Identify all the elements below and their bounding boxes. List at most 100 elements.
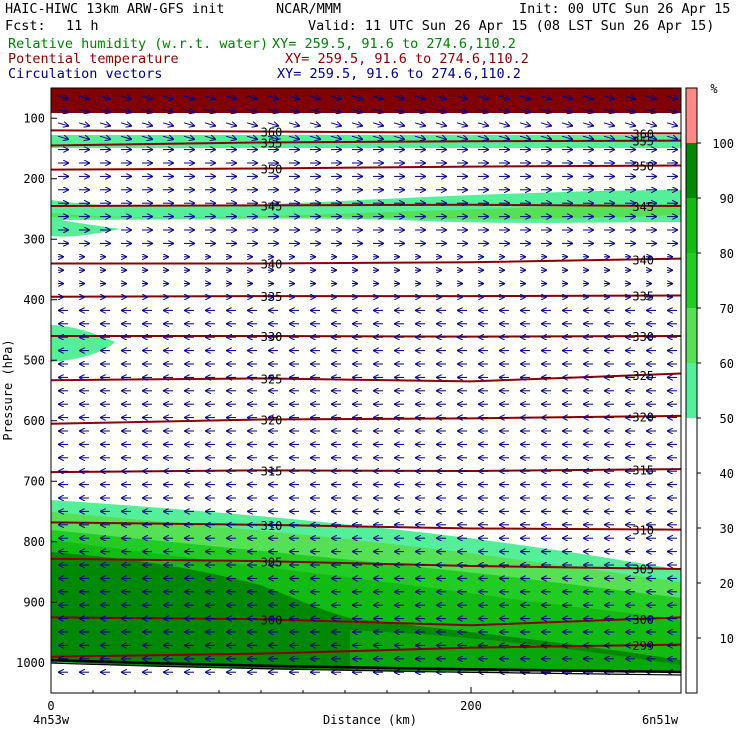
colorbar-bin [686,88,697,143]
y-tick-label: 200 [23,172,45,186]
circulation-vector [624,136,635,139]
theta-contour-330 [51,335,681,338]
circulation-vector [204,96,215,99]
colorbar-tick-label: 90 [720,192,734,206]
colorbar-tick-label: 60 [720,357,734,371]
contour-label-300: 300 [261,613,283,627]
circulation-vector [267,109,278,112]
colorbar-bin [686,253,697,308]
circulation-vector [540,109,551,112]
forecast-hour: 11 h [66,18,99,34]
circulation-vector [288,136,299,139]
colorbar-bin [686,143,697,198]
theta-contour-355 [51,139,681,147]
plot-frame [50,87,682,694]
circulation-vector [645,96,656,99]
circulation-vector [414,123,425,126]
y-tick-label: 300 [23,232,45,246]
circulation-vector [435,136,446,139]
circulation-vector [351,96,362,99]
circulation-vector [351,136,362,139]
terrain-line [51,658,681,674]
circulation-vector [414,96,425,99]
contour-label-320: 320 [632,410,654,424]
circulation-vector [393,109,404,112]
circulation-vector [267,96,278,99]
contour-label-325: 325 [261,373,283,387]
circulation-vector [246,123,257,126]
theta-contour-340 [51,257,681,265]
contour-label-355: 355 [632,135,654,149]
theta-contour-335 [51,294,681,298]
circulation-vector [246,136,257,139]
circulation-vector [666,123,677,126]
axes: 100 200 300 400 500 600 700 800 900 1000 0 200 [16,111,682,713]
contour-label-310: 310 [261,519,283,533]
circulation-vector [288,96,299,99]
circulation-vector [204,109,215,112]
circulation-vector [582,96,593,99]
circulation-vector [624,109,635,112]
circulation-vector [393,96,404,99]
contour-label-340: 340 [261,257,283,271]
circulation-vector [99,123,110,126]
circulation-vector [162,109,173,112]
circulation-vector [183,96,194,99]
circulation-vector [561,96,572,99]
circulation-vector [372,136,383,139]
circulation-vector [519,136,530,139]
circulation-vector [120,136,131,139]
circulation-vector [603,109,614,112]
circulation-vector [435,96,446,99]
circulation-vector [498,136,509,139]
y-axis-title: Pressure (hPa) [1,339,15,440]
theta-contour-300 [51,616,681,627]
x-tick-label: 0 [47,699,54,713]
circulation-vector [225,96,236,99]
rh-legend-label: Relative humidity (w.r.t. water) [8,36,269,52]
circulation-vector [78,109,89,112]
circulation-vector [456,96,467,99]
circulation-vector [351,109,362,112]
circulation-vector [540,123,551,126]
circulation-vector-layer [57,96,677,672]
circulation-vector [330,96,341,99]
terrain-line-lower [51,662,681,676]
circulation-vector [330,136,341,139]
chart-title: HAIC-HIWC 13km ARW-GFS init [5,1,225,17]
circulation-vector [582,109,593,112]
circulation-vector [540,136,551,139]
theta-contour-350 [51,164,681,171]
theta-contour-305 [51,557,681,570]
theta-contour-layer: 3603603553553503503453453403403353353303… [51,126,681,658]
theta-contour-310 [51,521,681,531]
circulation-vector [519,123,530,126]
y-tick-label: 1000 [16,656,45,670]
circulation-vector [99,109,110,112]
circulation-vector [582,123,593,126]
rh-top-cap [51,88,681,113]
circulation-vector [624,123,635,126]
colorbar-bin [686,363,697,418]
circulation-vector [666,96,677,99]
contour-label-315: 315 [632,463,654,477]
circulation-vector [57,123,68,126]
circulation-vector [414,109,425,112]
circulation-vector [372,123,383,126]
circulation-vector [120,96,131,99]
theta-contour-315 [51,468,681,474]
circulation-vector [498,109,509,112]
circulation-vector [603,123,614,126]
circulation-vector [477,123,488,126]
y-tick-label: 800 [23,535,45,549]
circulation-vector [162,136,173,139]
colorbar-tick-label: 30 [720,522,734,536]
contour-label-320: 320 [261,413,283,427]
colorbar-tick-label: 70 [720,302,734,316]
circulation-vector [351,123,362,126]
circulation-vector [183,136,194,139]
theta-cross-section-coords: XY= 259.5, 91.6 to 274.6,110.2 [285,51,529,67]
circulation-vector [246,96,257,99]
circulation-vector [393,136,404,139]
